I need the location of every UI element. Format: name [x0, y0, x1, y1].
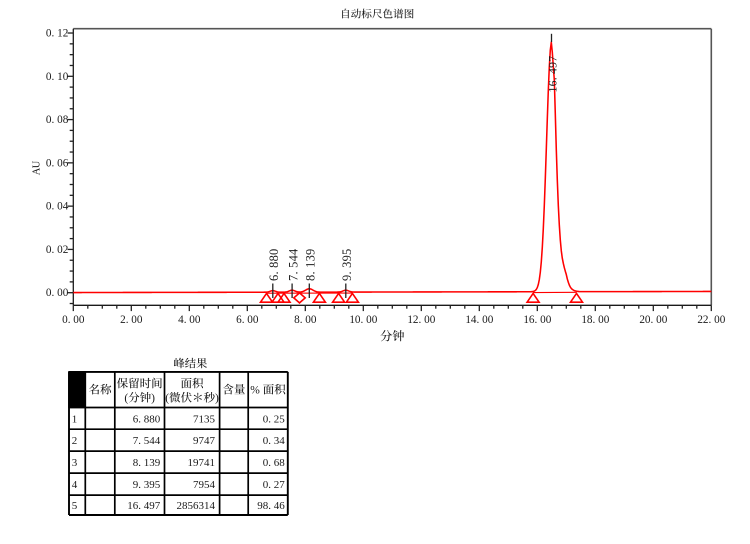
- svg-text:6. 880: 6. 880: [267, 249, 281, 281]
- svg-text:2. 00: 2. 00: [120, 314, 143, 326]
- svg-text:): ): [151, 393, 155, 405]
- svg-text:0. 02: 0. 02: [46, 244, 68, 256]
- svg-text:(: (: [124, 393, 128, 405]
- svg-text:6. 00: 6. 00: [236, 314, 259, 326]
- svg-text:98. 46: 98. 46: [257, 500, 285, 512]
- svg-text:8. 00: 8. 00: [294, 314, 317, 326]
- svg-text:(: (: [165, 393, 169, 405]
- svg-text:0. 27: 0. 27: [263, 479, 286, 491]
- svg-text:9. 395: 9. 395: [340, 249, 354, 281]
- svg-text:AU: AU: [31, 160, 42, 175]
- svg-text:0. 68: 0. 68: [263, 457, 286, 469]
- svg-text:0. 04: 0. 04: [46, 201, 69, 213]
- svg-text:0. 00: 0. 00: [46, 287, 69, 299]
- svg-text:9. 395: 9. 395: [133, 479, 161, 491]
- svg-text:0. 12: 0. 12: [46, 28, 68, 40]
- svg-text:0. 00: 0. 00: [62, 314, 85, 326]
- svg-text:7. 544: 7. 544: [133, 435, 161, 447]
- svg-text:12. 00: 12. 00: [407, 314, 435, 326]
- svg-text:9747: 9747: [193, 435, 216, 447]
- svg-text:19741: 19741: [188, 457, 216, 469]
- svg-text:7. 544: 7. 544: [286, 249, 300, 281]
- svg-text:7954: 7954: [193, 479, 216, 491]
- svg-text:2856314: 2856314: [177, 500, 216, 512]
- svg-text:20. 00: 20. 00: [639, 314, 667, 326]
- svg-text:16. 00: 16. 00: [523, 314, 551, 326]
- svg-text:%: %: [250, 385, 260, 397]
- svg-text:10. 00: 10. 00: [349, 314, 377, 326]
- svg-text:): ): [215, 393, 219, 405]
- svg-text:0. 25: 0. 25: [263, 413, 286, 425]
- svg-text:3: 3: [72, 457, 78, 469]
- svg-text:0. 08: 0. 08: [46, 114, 69, 126]
- svg-text:4. 00: 4. 00: [178, 314, 201, 326]
- svg-text:0. 06: 0. 06: [46, 157, 69, 169]
- svg-text:2: 2: [72, 435, 78, 447]
- svg-text:7135: 7135: [193, 413, 216, 425]
- svg-text:14. 00: 14. 00: [465, 314, 493, 326]
- svg-text:5: 5: [72, 500, 78, 512]
- svg-text:1: 1: [72, 413, 78, 425]
- svg-text:8. 139: 8. 139: [304, 249, 318, 281]
- svg-text:16. 497: 16. 497: [545, 56, 559, 93]
- svg-text:16. 497: 16. 497: [127, 500, 161, 512]
- svg-text:4: 4: [72, 479, 78, 491]
- svg-text:0. 34: 0. 34: [263, 435, 286, 447]
- svg-text:0. 10: 0. 10: [46, 71, 69, 83]
- svg-text:18. 00: 18. 00: [581, 314, 609, 326]
- svg-text:22. 00: 22. 00: [697, 314, 725, 326]
- svg-text:8. 139: 8. 139: [133, 457, 161, 469]
- svg-text:6. 880: 6. 880: [133, 413, 161, 425]
